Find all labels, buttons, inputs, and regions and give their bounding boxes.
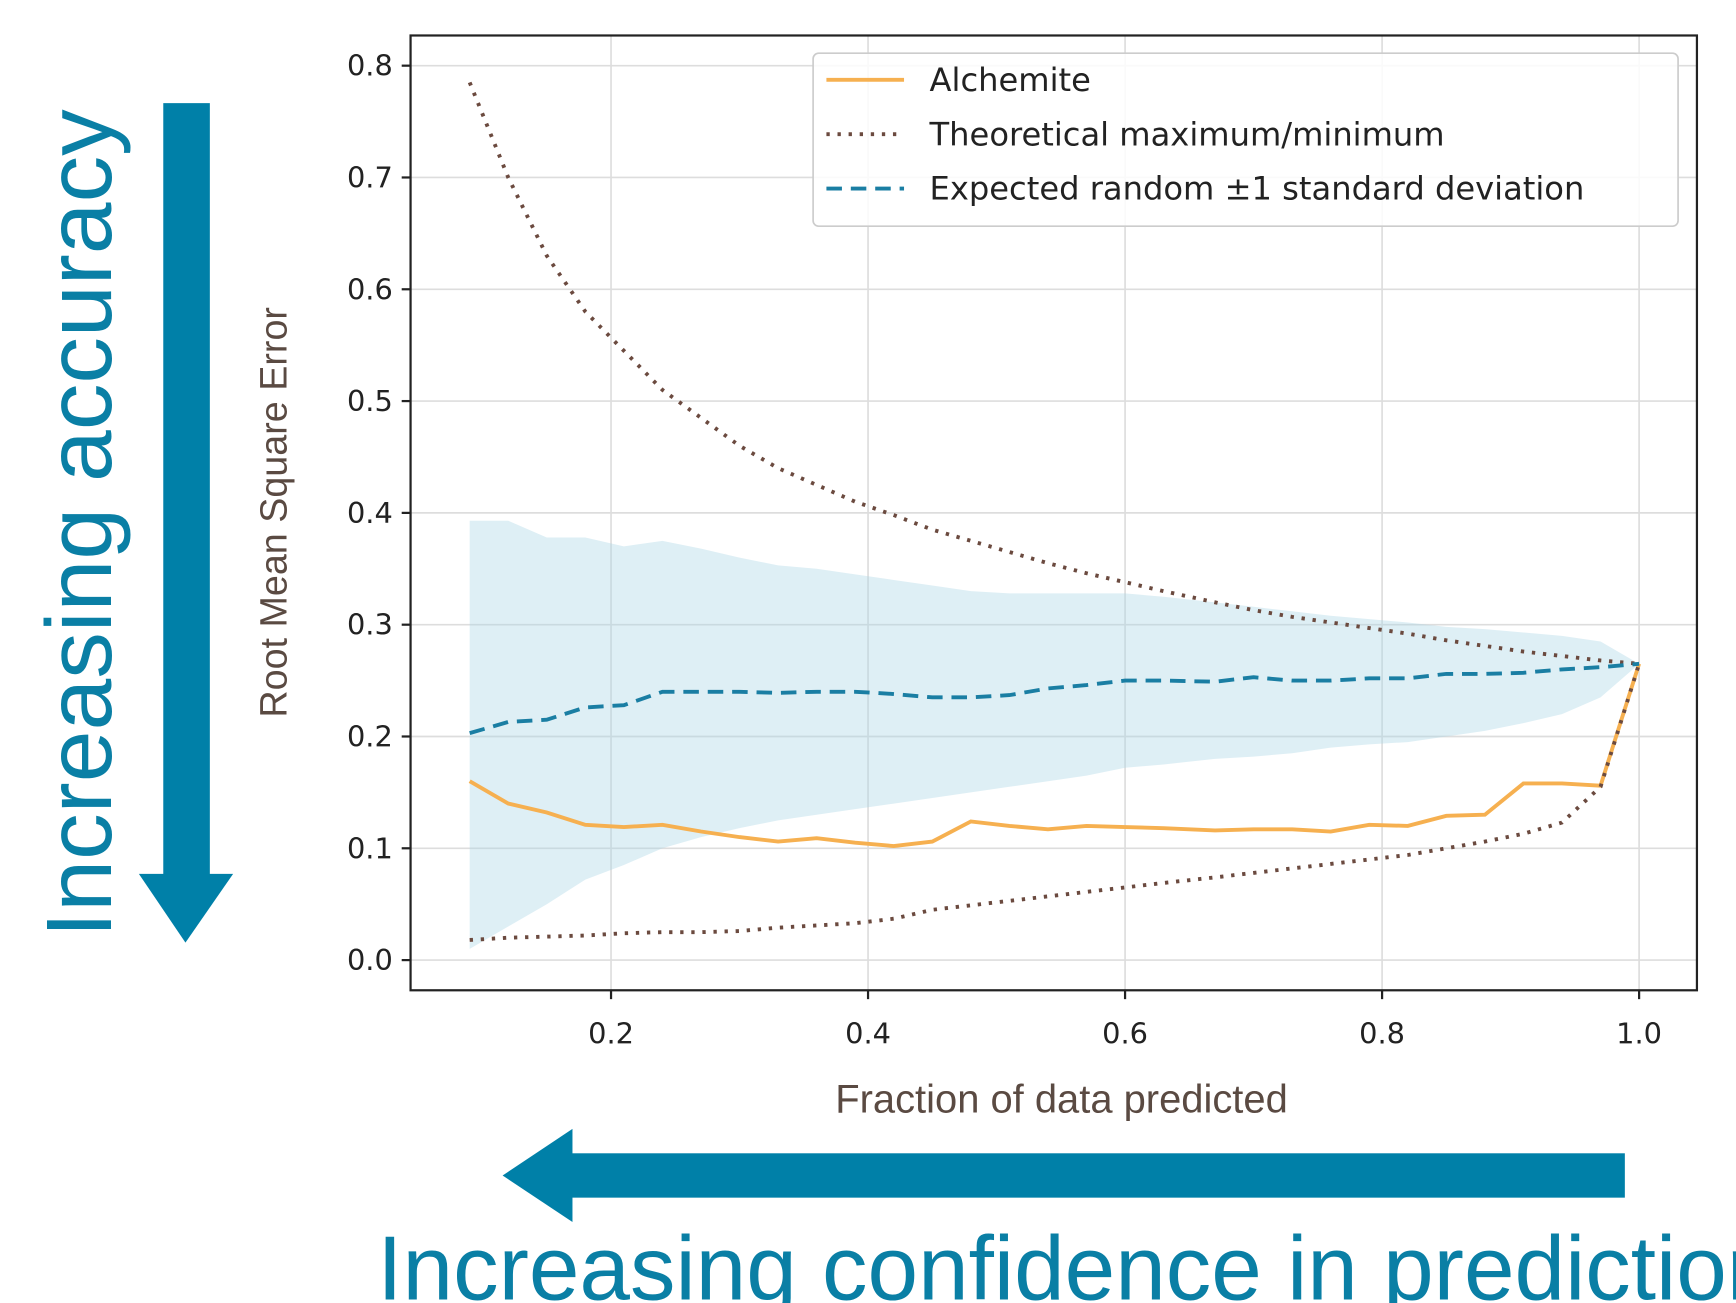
- y-tick-label: 0.3: [347, 608, 393, 642]
- annotation: Increasing accuracy: [27, 109, 131, 938]
- left-arrow: [565, 1153, 1625, 1198]
- y-tick-label: 0.8: [347, 49, 393, 83]
- y-tick-label: 0.5: [347, 384, 393, 418]
- down-arrow-head: [138, 873, 234, 943]
- y-tick-label: 0.0: [347, 943, 393, 977]
- band: [469, 520, 1640, 949]
- x-tick-label: 0.4: [845, 1017, 891, 1051]
- y-tick-label: 0.1: [347, 831, 393, 865]
- left-arrow-head: [502, 1128, 573, 1223]
- legend-label: Alchemite: [930, 61, 1091, 99]
- series-line: [468, 663, 1641, 849]
- legend: Alchemite Theoretical maximum/minimum Expe…: [812, 52, 1679, 228]
- y-tick-label: 0.2: [347, 719, 393, 753]
- down-arrow: [163, 103, 210, 877]
- x-tick-label: 1.0: [1616, 1017, 1662, 1051]
- legend-label: Expected random ±1 standard deviation: [930, 170, 1585, 208]
- legend-label: Theoretical maximum/minimum: [929, 115, 1445, 153]
- y-tick-label: 0.4: [347, 496, 393, 530]
- y-axis-label: Root Mean Square Error: [252, 307, 294, 718]
- y-tick-label: 0.7: [347, 160, 393, 194]
- y-tick-label: 0.6: [347, 272, 393, 306]
- annotation: Increasing confidence in prediction: [377, 1219, 1736, 1303]
- x-tick-label: 0.8: [1359, 1017, 1405, 1051]
- x-tick-label: 0.6: [1102, 1017, 1148, 1051]
- x-axis-label: Fraction of data predicted: [835, 1077, 1288, 1121]
- series-line: [469, 661, 1640, 735]
- legend-box: [812, 52, 1679, 228]
- series-line: [467, 81, 1640, 666]
- x-tick-label: 0.2: [588, 1017, 634, 1051]
